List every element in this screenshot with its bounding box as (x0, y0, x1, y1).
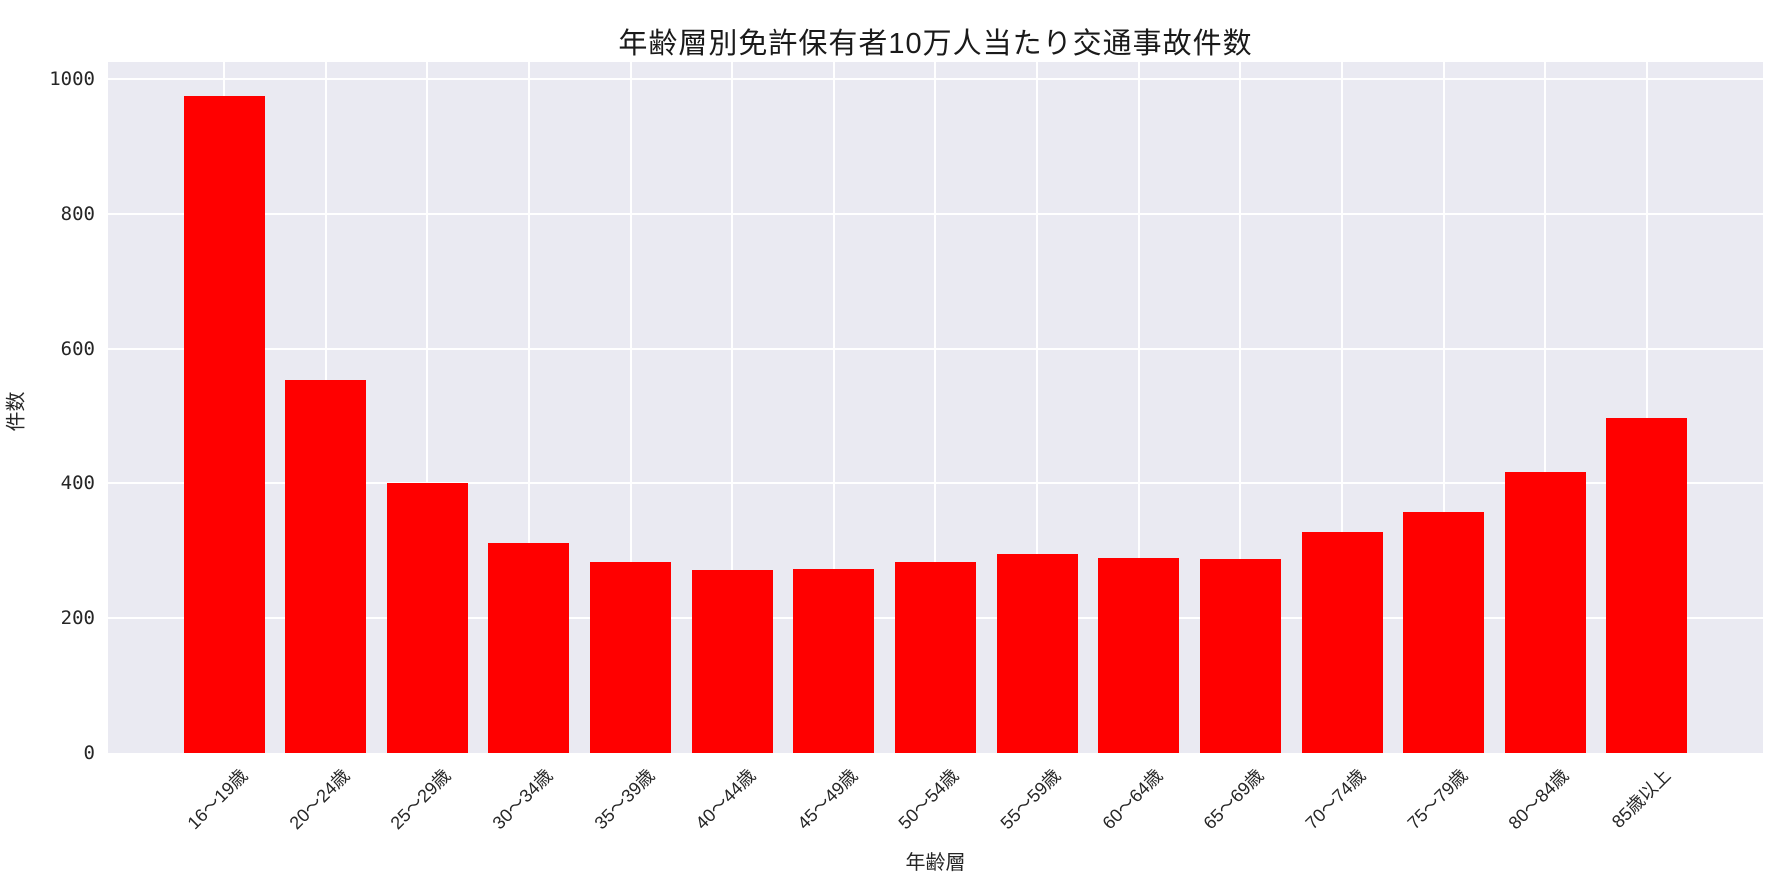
y-tick-label: 800 (60, 202, 95, 225)
x-tick-label: 20〜24歳 (285, 765, 354, 834)
bar (1098, 558, 1180, 753)
x-tick-label: 40〜44歳 (691, 765, 760, 834)
x-tick-label: 55〜59歳 (996, 765, 1065, 834)
gridline-vertical (832, 62, 835, 753)
bar (183, 95, 265, 753)
gridline-horizontal (108, 78, 1763, 80)
gridline-vertical (527, 62, 530, 753)
y-tick-label: 1000 (49, 68, 95, 90)
plot-area (108, 62, 1763, 753)
y-tick-label: 600 (60, 337, 95, 360)
bar (488, 543, 570, 753)
x-tick-label: 16〜19歳 (183, 765, 252, 834)
bar (1403, 512, 1485, 753)
y-axis-label: 件数 (5, 391, 28, 432)
bar (793, 569, 875, 753)
y-tick-label: 200 (60, 607, 95, 630)
bar (1301, 531, 1383, 753)
bar (590, 562, 672, 753)
gridline-vertical (1544, 62, 1547, 753)
x-tick-label: 50〜54歳 (895, 765, 963, 834)
gridline-horizontal (108, 212, 1763, 215)
bar (386, 483, 468, 753)
gridline-vertical (1442, 62, 1445, 753)
gridline-vertical (1645, 62, 1648, 753)
x-tick-label: 75〜79歳 (1403, 765, 1472, 834)
x-axis-label: 年齢層 (905, 852, 966, 874)
bar (996, 554, 1078, 753)
gridline-vertical (731, 62, 734, 753)
gridline-vertical (629, 62, 632, 753)
bar (1199, 558, 1281, 753)
gridline-horizontal (108, 482, 1763, 485)
x-tick-label: 60〜64歳 (1098, 765, 1167, 834)
x-tick-label: 65〜69歳 (1199, 765, 1268, 834)
x-tick-label: 30〜34歳 (488, 765, 557, 834)
gridline-vertical (934, 62, 937, 753)
gridline-vertical (1137, 62, 1140, 753)
bar (285, 380, 367, 753)
gridline-vertical (1341, 62, 1344, 753)
bar (1504, 471, 1586, 753)
x-tick-label: 25〜29歳 (386, 765, 455, 834)
x-tick-label: 70〜74歳 (1301, 765, 1370, 834)
x-tick-label: 45〜49歳 (793, 765, 862, 834)
bar (691, 569, 773, 753)
bar (894, 562, 976, 753)
bar (1606, 418, 1688, 753)
gridline-horizontal (108, 347, 1763, 350)
x-tick-label: 35〜39歳 (590, 765, 658, 834)
gridline-vertical (1036, 62, 1039, 753)
x-tick-label: 85歳以上 (1607, 765, 1675, 832)
gridline-vertical (1239, 62, 1242, 753)
gridline-vertical (426, 62, 429, 753)
chart-title: 年齢層別免許保有者10万人当たり交通事故件数 (618, 28, 1253, 60)
y-tick-label: 0 (83, 742, 95, 764)
x-tick-label: 80〜84歳 (1504, 765, 1573, 834)
y-tick-label: 400 (60, 472, 95, 495)
